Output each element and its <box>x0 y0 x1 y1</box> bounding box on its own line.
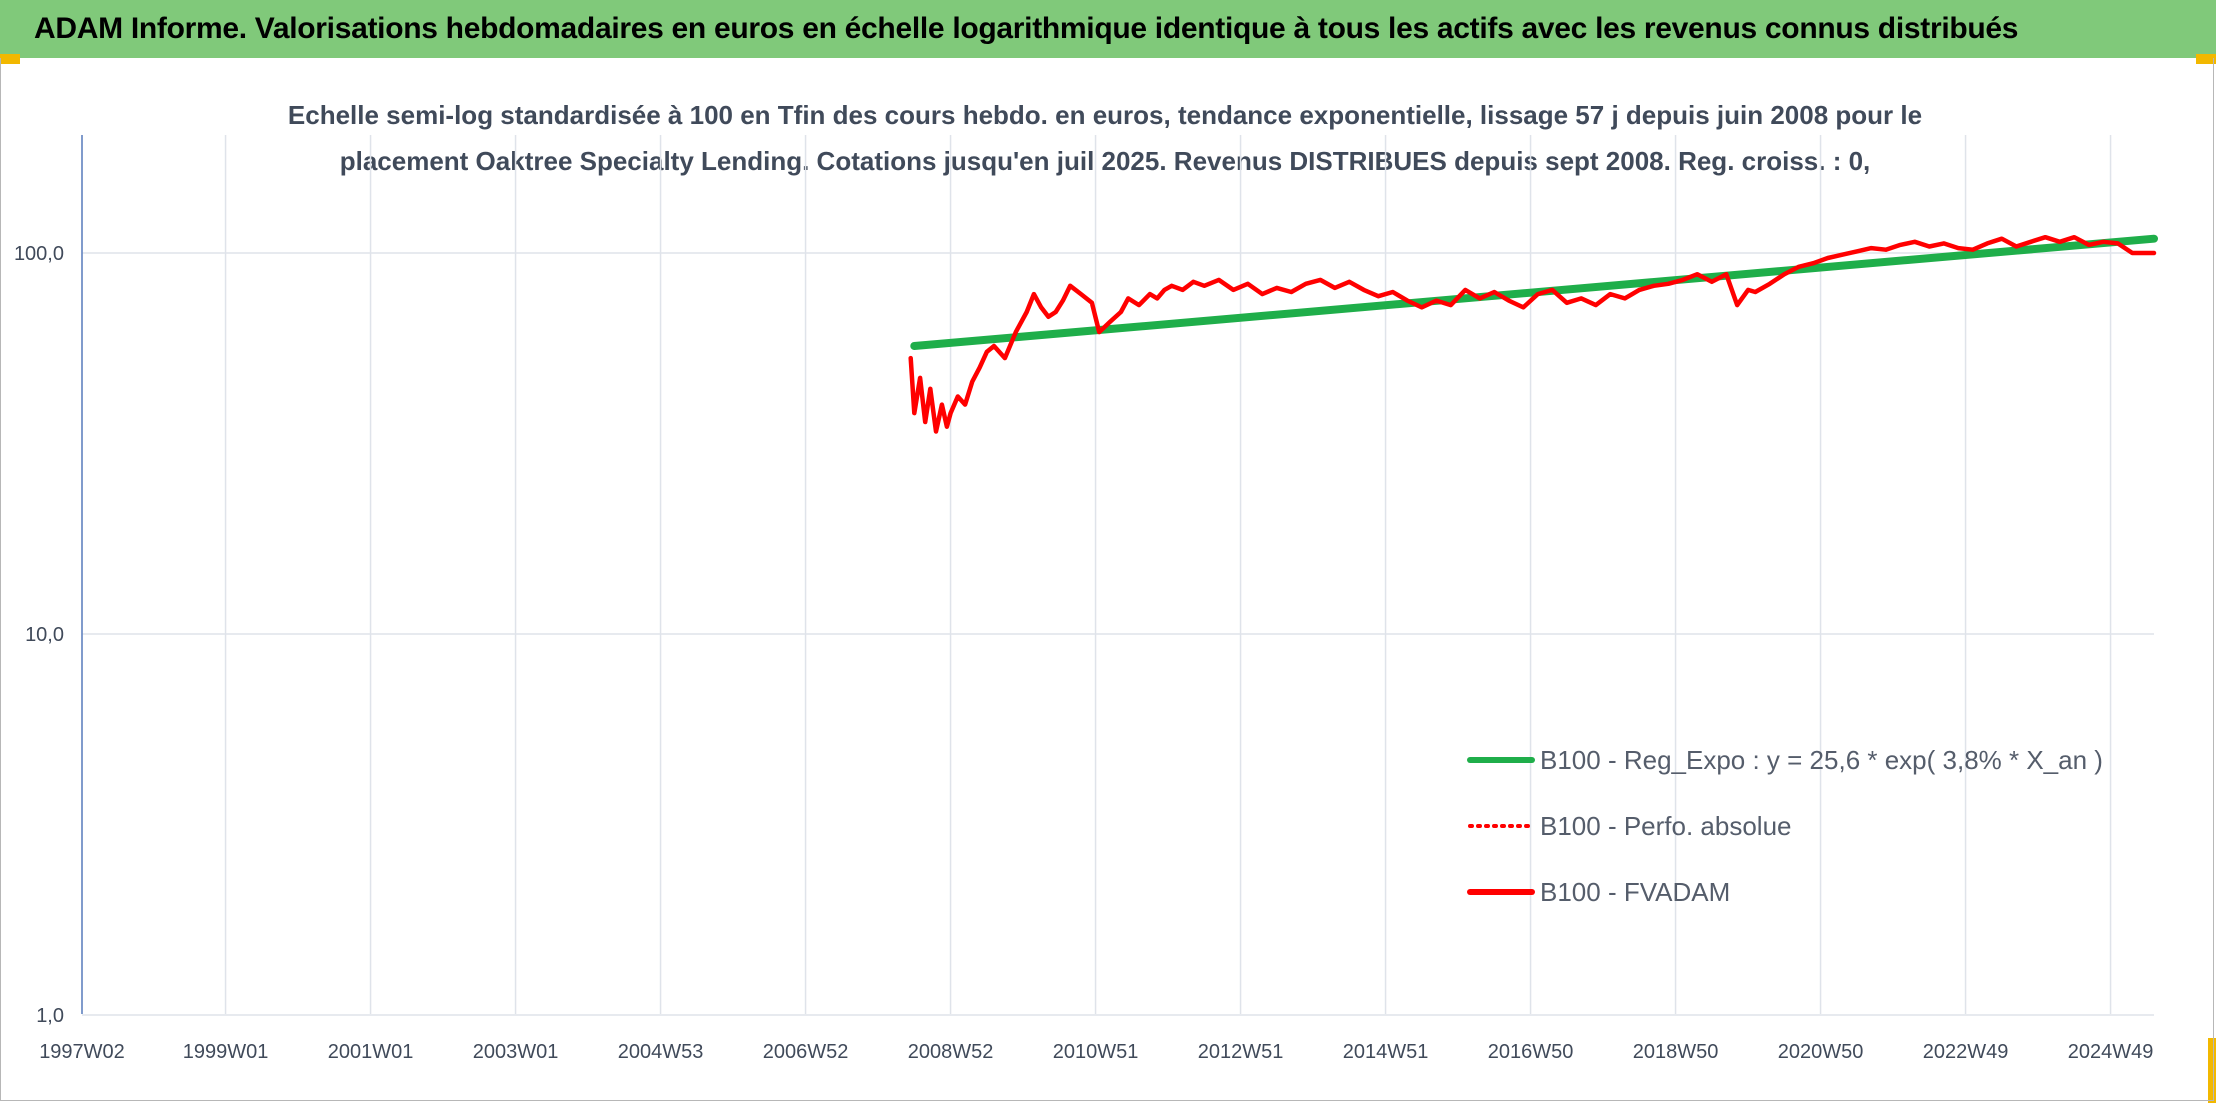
header-bar: ADAM Informe. Valorisations hebdomadaire… <box>0 0 2216 58</box>
legend-label: B100 - FVADAM <box>1540 877 1730 907</box>
corner-marker-bottom-right <box>2208 1038 2216 1103</box>
x-tick-label: 1997W02 <box>39 1041 125 1063</box>
x-tick-label: 1999W01 <box>183 1041 269 1063</box>
x-tick-label: 2014W51 <box>1343 1041 1429 1063</box>
legend-label: B100 - Perfo. absolue <box>1540 811 1792 841</box>
x-tick-label: 2004W53 <box>618 1041 704 1063</box>
y-tick-label: 10,0 <box>25 624 64 646</box>
x-tick-label: 2016W50 <box>1488 1041 1574 1063</box>
x-tick-label: 2008W52 <box>908 1041 994 1063</box>
corner-marker-top-right <box>2196 54 2216 64</box>
x-tick-label: 2018W50 <box>1633 1041 1719 1063</box>
x-tick-label: 2010W51 <box>1053 1041 1139 1063</box>
chart-frame <box>0 58 2214 1101</box>
x-tick-label: 2020W50 <box>1778 1041 1864 1063</box>
legend-label: B100 - Reg_Expo : y = 25,6 * exp( 3,8% *… <box>1540 745 2103 775</box>
y-tick-label: 1,0 <box>36 1005 64 1027</box>
page-title: ADAM Informe. Valorisations hebdomadaire… <box>34 12 2019 45</box>
x-tick-label: 2001W01 <box>328 1041 414 1063</box>
series-line <box>908 234 2157 434</box>
x-tick-label: 2003W01 <box>473 1041 559 1063</box>
chart-subtitle: Echelle semi-log standardisée à 100 en T… <box>287 100 1923 176</box>
x-tick-label: 2006W52 <box>763 1041 849 1063</box>
y-tick-label: 100,0 <box>14 243 64 265</box>
trend-line <box>910 234 2158 350</box>
x-tick-label: 2012W51 <box>1198 1041 1284 1063</box>
corner-marker-top-left <box>0 54 20 64</box>
x-tick-label: 2022W49 <box>1923 1041 2009 1063</box>
x-tick-label: 2024W49 <box>2068 1041 2154 1063</box>
